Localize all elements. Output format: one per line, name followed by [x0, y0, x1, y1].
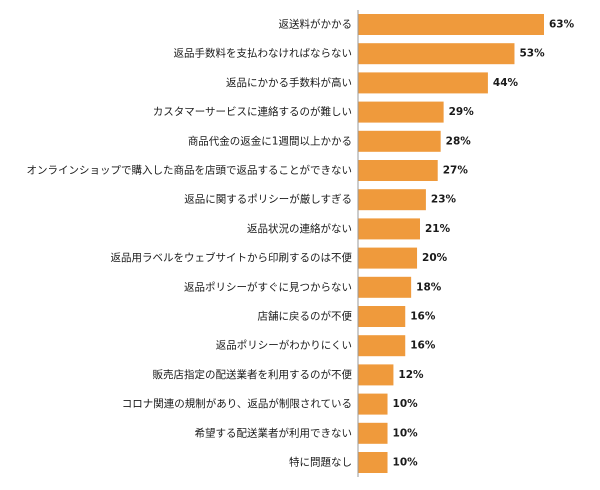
bar: [358, 160, 438, 181]
category-labels-group: 返送料がかかる返品手数料を支払わなければならない返品にかかる手数料が高いカスタマ…: [27, 18, 353, 469]
bar: [358, 247, 418, 269]
category-label: 返品状況の連絡がない: [247, 222, 352, 235]
bar: [358, 130, 441, 152]
value-labels-group: 63% 53% 44% 29% 28% 27% 23% 21% 20% 18% 16% 16% 12% 1…: [393, 19, 575, 469]
bar: [358, 422, 388, 444]
bar: [358, 72, 488, 94]
value-label: 21%: [425, 223, 451, 235]
value-label: 44%: [493, 77, 519, 89]
value-label: 53%: [519, 48, 545, 60]
category-label: 返品ポリシーがすぐに見つからない: [184, 280, 352, 293]
category-label: 返品ポリシーがわかりにくい: [216, 339, 352, 352]
value-label: 63%: [549, 19, 575, 31]
category-label: 返品に関するポリシーが厳しすぎる: [184, 193, 352, 206]
category-label: 特に問題なし: [289, 457, 352, 469]
bars-group: [358, 14, 544, 473]
category-label: 返品用ラベルをウェブサイトから印刷するのは不便: [111, 251, 353, 264]
category-label: カスタマーサービスに連絡するのが難しい: [153, 105, 352, 118]
bar: [358, 306, 406, 327]
bar: [358, 218, 420, 240]
value-label: 20%: [422, 252, 448, 264]
bar: [358, 101, 444, 123]
value-label: 29%: [449, 106, 475, 118]
bar: [358, 364, 394, 386]
bar: [358, 452, 388, 473]
category-label: オンラインショップで購入した商品を店頭で返品することができない: [27, 164, 353, 177]
value-label: 16%: [410, 340, 436, 352]
category-label: 希望する配送業者が利用できない: [195, 426, 353, 439]
bar: [358, 14, 544, 35]
value-label: 18%: [416, 281, 442, 293]
value-label: 23%: [431, 194, 457, 206]
category-label: 返送料がかかる: [279, 18, 353, 31]
value-label: 12%: [398, 369, 424, 381]
category-label: 返品にかかる手数料が高い: [226, 76, 352, 89]
category-label: 販売店指定の配送業者を利用するのが不便: [153, 368, 353, 381]
bar: [358, 276, 412, 298]
bar: [358, 189, 426, 211]
bar: [358, 43, 515, 65]
category-label: 返品手数料を支払わなければならない: [174, 47, 353, 60]
category-label: 商品代金の返金に1週間以上かかる: [188, 134, 352, 147]
bar: [358, 393, 388, 415]
bar: [358, 335, 406, 357]
value-label: 28%: [446, 135, 472, 147]
value-label: 10%: [393, 398, 419, 410]
category-label: 店舗に戻るのが不便: [258, 310, 353, 323]
value-label: 10%: [393, 457, 419, 469]
category-label: コロナ関連の規制があり、返品が制限されている: [122, 397, 352, 410]
value-label: 27%: [443, 165, 469, 177]
value-label: 16%: [410, 311, 436, 323]
value-label: 10%: [393, 427, 419, 439]
